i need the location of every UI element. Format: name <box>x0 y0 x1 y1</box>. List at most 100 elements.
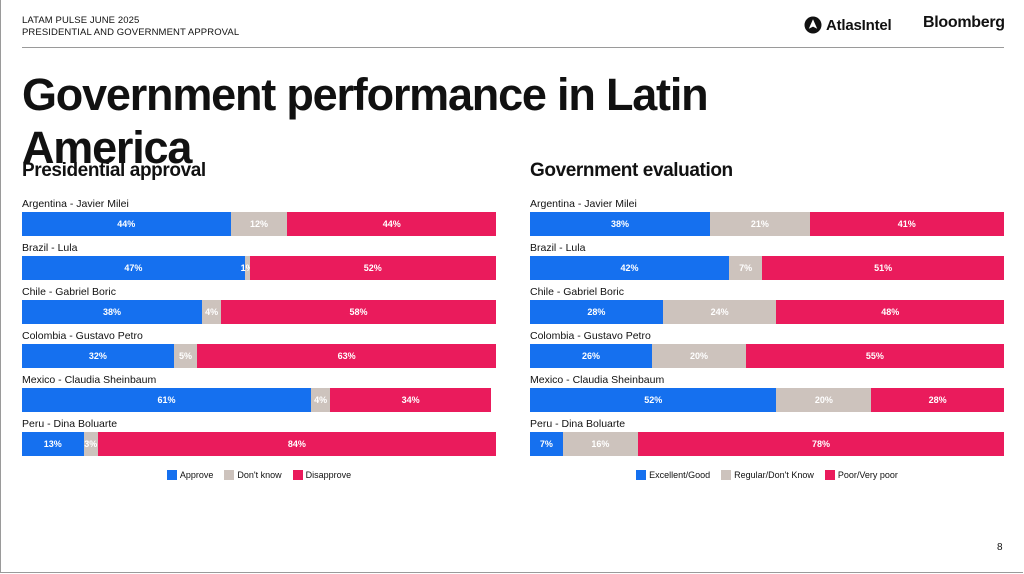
stacked-bar: 13% 3% 84% <box>22 432 496 456</box>
stacked-bar: 61% 4% 34% <box>22 388 496 412</box>
presidential-approval-chart: Presidential approval Argentina - Javier… <box>22 160 496 480</box>
legend-swatch <box>224 470 235 480</box>
chart-legend: Approve Don't know Disapprove <box>22 470 496 480</box>
legend-label: Poor/Very poor <box>837 470 898 480</box>
bar-segment-don-t-know: 4% <box>202 300 222 324</box>
bar-segment-approve: 47% <box>22 256 245 280</box>
bar-segment-disapprove: 34% <box>330 388 492 412</box>
bar-segment-excellent-good: 42% <box>530 256 730 280</box>
bar-segment-regular-don-t-know: 20% <box>652 344 746 368</box>
header-divider <box>22 47 1004 48</box>
category-label: Colombia - Gustavo Petro <box>22 330 143 342</box>
bar-row-peru-dina-boluarte: Peru - Dina Boluarte 13% 3% 84% <box>22 418 496 462</box>
bar-row-mexico-claudia-sheinbaum: Mexico - Claudia Sheinbaum 61% 4% 34% <box>22 374 496 418</box>
bar-segment-regular-don-t-know: 21% <box>710 212 810 236</box>
bar-row-peru-dina-boluarte: Peru - Dina Boluarte 7% 16% 78% <box>530 418 1004 462</box>
bar-segment-approve: 61% <box>22 388 312 412</box>
legend-label: Regular/Don't Know <box>734 470 814 480</box>
legend-item-disapprove: Disapprove <box>292 470 352 480</box>
bar-segment-disapprove: 52% <box>249 256 496 280</box>
report-kicker: LATAM PULSE JUNE 2025 PRESIDENTIAL AND G… <box>22 15 239 39</box>
category-label: Brazil - Lula <box>530 242 586 254</box>
bar-row-colombia-gustavo-petro: Colombia - Gustavo Petro 26% 20% 55% <box>530 330 1004 374</box>
bar-row-brazil-lula: Brazil - Lula 47% 1% 52% <box>22 242 496 286</box>
category-label: Mexico - Claudia Sheinbaum <box>22 374 157 386</box>
bar-row-colombia-gustavo-petro: Colombia - Gustavo Petro 32% 5% 63% <box>22 330 496 374</box>
legend-label: Excellent/Good <box>649 470 711 480</box>
legend-swatch <box>824 470 835 480</box>
bar-segment-don-t-know: 3% <box>83 432 98 456</box>
stacked-bar: 52% 20% 28% <box>530 388 1004 412</box>
government-evaluation-chart: Government evaluation Argentina - Javier… <box>530 160 1004 480</box>
legend-swatch <box>636 470 647 480</box>
bar-segment-disapprove: 63% <box>197 344 496 368</box>
legend-swatch <box>166 470 177 480</box>
page-number: 8 <box>997 542 1003 553</box>
stacked-bar: 47% 1% 52% <box>22 256 496 280</box>
bar-segment-don-t-know: 4% <box>311 388 331 412</box>
legend-item-don-t-know: Don't know <box>224 470 282 480</box>
atlasintel-logo: AtlasIntel <box>804 14 892 36</box>
bar-segment-don-t-know: 1% <box>241 256 254 280</box>
category-label: Brazil - Lula <box>22 242 78 254</box>
bar-segment-regular-don-t-know: 16% <box>562 432 638 456</box>
bar-segment-regular-don-t-know: 7% <box>729 256 763 280</box>
bar-segment-approve: 44% <box>22 212 231 236</box>
bar-row-argentina-javier-milei: Argentina - Javier Milei 44% 12% 44% <box>22 198 496 242</box>
bar-segment-poor-very-poor: 28% <box>871 388 1004 412</box>
category-label: Peru - Dina Boluarte <box>22 418 118 430</box>
chart-legend: Excellent/Good Regular/Don't Know Poor/Ver… <box>530 470 1004 480</box>
bar-segment-disapprove: 84% <box>97 432 496 456</box>
category-label: Mexico - Claudia Sheinbaum <box>530 374 665 386</box>
bar-row-brazil-lula: Brazil - Lula 42% 7% 51% <box>530 242 1004 286</box>
stacked-bar: 28% 24% 48% <box>530 300 1004 324</box>
stacked-bar: 7% 16% 78% <box>530 432 1004 456</box>
stacked-bar: 26% 20% 55% <box>530 344 1004 368</box>
category-label: Argentina - Javier Milei <box>530 198 637 210</box>
category-label: Chile - Gabriel Boric <box>530 286 624 298</box>
category-label: Chile - Gabriel Boric <box>22 286 116 298</box>
bar-segment-excellent-good: 28% <box>530 300 663 324</box>
stacked-bar: 44% 12% 44% <box>22 212 496 236</box>
bar-segment-disapprove: 58% <box>221 300 496 324</box>
bar-segment-approve: 32% <box>22 344 174 368</box>
bar-segment-regular-don-t-know: 24% <box>662 300 777 324</box>
bar-segment-excellent-good: 52% <box>530 388 777 412</box>
bar-segment-don-t-know: 5% <box>173 344 198 368</box>
bar-segment-approve: 38% <box>22 300 203 324</box>
bar-row-argentina-javier-milei: Argentina - Javier Milei 38% 21% 41% <box>530 198 1004 242</box>
bar-segment-poor-very-poor: 41% <box>809 212 1004 236</box>
bar-segment-regular-don-t-know: 20% <box>776 388 872 412</box>
page-title: Government performance in Latin America <box>22 69 709 173</box>
bar-row-mexico-claudia-sheinbaum: Mexico - Claudia Sheinbaum 52% 20% 28% <box>530 374 1004 418</box>
stacked-bar: 38% 21% 41% <box>530 212 1004 236</box>
category-label: Peru - Dina Boluarte <box>530 418 626 430</box>
kicker-line-1: LATAM PULSE JUNE 2025 <box>22 15 140 26</box>
bar-segment-excellent-good: 7% <box>530 432 563 456</box>
bar-row-chile-gabriel-boric: Chile - Gabriel Boric 38% 4% 58% <box>22 286 496 330</box>
bar-segment-poor-very-poor: 48% <box>776 300 1004 324</box>
stacked-bar: 42% 7% 51% <box>530 256 1004 280</box>
category-label: Argentina - Javier Milei <box>22 198 129 210</box>
legend-swatch <box>292 470 303 480</box>
chart-title: Presidential approval <box>22 160 206 181</box>
atlasintel-logo-text: AtlasIntel <box>826 16 892 34</box>
bar-segment-poor-very-poor: 78% <box>637 432 1004 456</box>
bar-segment-excellent-good: 38% <box>530 212 711 236</box>
legend-item-excellent-good: Excellent/Good <box>636 470 710 480</box>
legend-item-regular-don-t-know: Regular/Don't Know <box>721 470 814 480</box>
legend-swatch <box>721 470 732 480</box>
atlasintel-mark-icon <box>804 16 822 34</box>
bar-segment-disapprove: 44% <box>287 212 496 236</box>
bar-segment-approve: 13% <box>22 432 84 456</box>
bar-segment-don-t-know: 12% <box>230 212 288 236</box>
bar-row-chile-gabriel-boric: Chile - Gabriel Boric 28% 24% 48% <box>530 286 1004 330</box>
legend-label: Don't know <box>237 470 282 480</box>
category-label: Colombia - Gustavo Petro <box>530 330 651 342</box>
legend-label: Disapprove <box>305 470 352 480</box>
bloomberg-logo: Bloomberg <box>923 14 1005 31</box>
legend-label: Approve <box>179 470 214 480</box>
kicker-line-2: PRESIDENTIAL AND GOVERNMENT APPROVAL <box>22 27 240 38</box>
bar-segment-excellent-good: 26% <box>530 344 653 368</box>
